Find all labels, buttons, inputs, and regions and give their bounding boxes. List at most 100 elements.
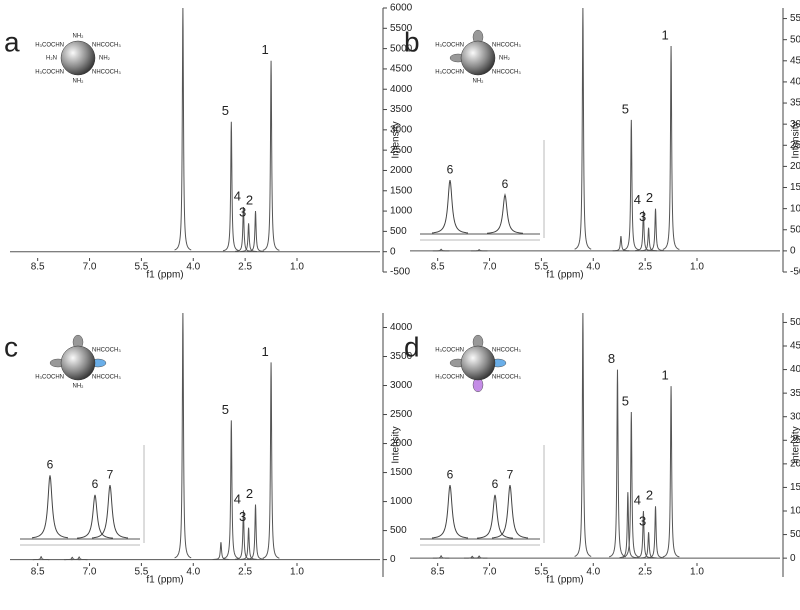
panel: -500050010001500200025003000350040004500…: [404, 7, 800, 281]
y-tick-label: 1500: [790, 482, 800, 493]
peak-label: 2: [246, 486, 253, 501]
peak-label: 2: [246, 193, 253, 208]
inset-peak-label: 6: [492, 477, 499, 491]
peak: [647, 208, 664, 252]
nanoparticle: [60, 345, 96, 381]
y-tick-label: 500: [790, 529, 800, 540]
panel: -500050010001500200025003000350040004500…: [4, 3, 413, 281]
inset-peak: [431, 485, 469, 539]
molecule-label: NH₂: [473, 79, 485, 85]
molecule-label: H₃COCHN: [435, 43, 464, 49]
peak: [174, 312, 192, 559]
x-tick-label: 4.0: [586, 262, 600, 273]
y-tick-label: 4000: [790, 77, 800, 88]
inset-peak: [486, 192, 524, 234]
y-tick-label: 0: [390, 554, 396, 565]
panel-label: c: [4, 331, 18, 362]
peak: [222, 121, 240, 252]
y-tick-label: -500: [790, 267, 800, 278]
molecule-label: NHCOCH₃: [492, 348, 521, 354]
y-tick-label: 1000: [390, 496, 413, 507]
x-tick-label: 8.5: [431, 262, 445, 273]
x-tick-label: 5.5: [534, 567, 548, 578]
y-axis-label: Intensity: [791, 426, 800, 463]
x-tick-label: 1.0: [290, 567, 304, 578]
peak: [32, 555, 50, 561]
x-tick-label: 1.0: [690, 567, 704, 578]
y-axis-label: Intensity: [391, 121, 402, 158]
peak-label: 2: [646, 190, 653, 205]
panel: 0 500 1000 1500 2000 2500 3000 3500 4000 8.5 7.0 5.…: [4, 312, 413, 586]
peak-label: 1: [661, 27, 668, 42]
y-tick-label: 3500: [790, 98, 800, 109]
y-tick-label: 3000: [790, 119, 800, 130]
peak: [609, 369, 626, 558]
molecule-label: NH₂: [99, 56, 111, 62]
nanoparticle: [460, 345, 496, 381]
y-tick-label: 4000: [790, 364, 800, 375]
peak: [240, 223, 257, 252]
peak-label: 1: [261, 344, 268, 359]
y-tick-label: 0: [790, 246, 796, 257]
peak: [647, 506, 664, 559]
x-axis-label: f1 (ppm): [546, 575, 583, 586]
y-tick-label: 3000: [390, 124, 413, 135]
inset-peak-label: 7: [107, 467, 114, 481]
peak: [262, 362, 280, 559]
y-tick-label: 3500: [790, 388, 800, 399]
molecule-label: NHCOCH₃: [492, 43, 521, 49]
x-tick-label: 1.0: [690, 262, 704, 273]
x-axis-label: f1 (ppm): [546, 270, 583, 281]
peak: [619, 492, 637, 559]
molecule-label: H₃COCHN: [435, 348, 464, 354]
y-tick-label: 4500: [790, 341, 800, 352]
peak: [222, 420, 240, 560]
x-tick-label: 4.0: [186, 262, 200, 273]
y-tick-label: 500: [790, 224, 800, 235]
molecule-label: H₃COCHN: [35, 43, 64, 49]
inset-peak: [431, 180, 469, 234]
y-tick-label: 4000: [390, 84, 413, 95]
x-axis-label: f1 (ppm): [146, 270, 183, 281]
molecule-label: H₃COCHN: [435, 375, 464, 381]
y-tick-label: -500: [390, 267, 410, 278]
y-tick-label: 5500: [790, 13, 800, 24]
panel: 0 500 1000 1500 2000 2500 3000 3500 4000 4500 5000…: [404, 312, 800, 586]
y-axis-label: Intensity: [391, 426, 402, 463]
peak-label: 1: [261, 42, 268, 57]
peak-label: 1: [661, 368, 668, 383]
x-tick-label: 7.0: [83, 567, 97, 578]
peak: [247, 504, 264, 560]
y-tick-label: 3500: [390, 351, 413, 362]
peak-label: 4: [634, 492, 641, 507]
peak: [70, 556, 88, 561]
x-tick-label: 5.5: [134, 567, 148, 578]
peak: [574, 7, 592, 250]
peak-label: 3: [639, 209, 646, 224]
y-tick-label: 500: [390, 226, 407, 237]
molecule-label: NHCOCH₃: [492, 70, 521, 76]
molecule-label: NHCOCH₃: [92, 43, 121, 49]
peak-label: 5: [622, 101, 629, 116]
peak: [262, 60, 280, 251]
peak-label: 3: [239, 205, 246, 220]
x-tick-label: 4.0: [586, 567, 600, 578]
peak: [640, 227, 657, 252]
x-tick-label: 7.0: [483, 262, 497, 273]
peak: [662, 46, 680, 250]
molecule-label: NHCOCH₃: [92, 70, 121, 76]
y-axis-label: Intensity: [791, 121, 800, 158]
panel-label: b: [404, 26, 420, 57]
y-tick-label: 5000: [390, 43, 413, 54]
molecule-label: H₂N: [46, 56, 57, 62]
x-tick-label: 5.5: [134, 262, 148, 273]
x-tick-label: 1.0: [290, 262, 304, 273]
molecule-label: H₃COCHN: [35, 375, 64, 381]
peak: [622, 411, 640, 558]
peak-label: 4: [234, 188, 241, 203]
peak: [640, 532, 657, 559]
x-tick-label: 7.0: [483, 567, 497, 578]
y-tick-label: 2500: [390, 145, 413, 156]
molecule-label: H₃COCHN: [35, 70, 64, 76]
